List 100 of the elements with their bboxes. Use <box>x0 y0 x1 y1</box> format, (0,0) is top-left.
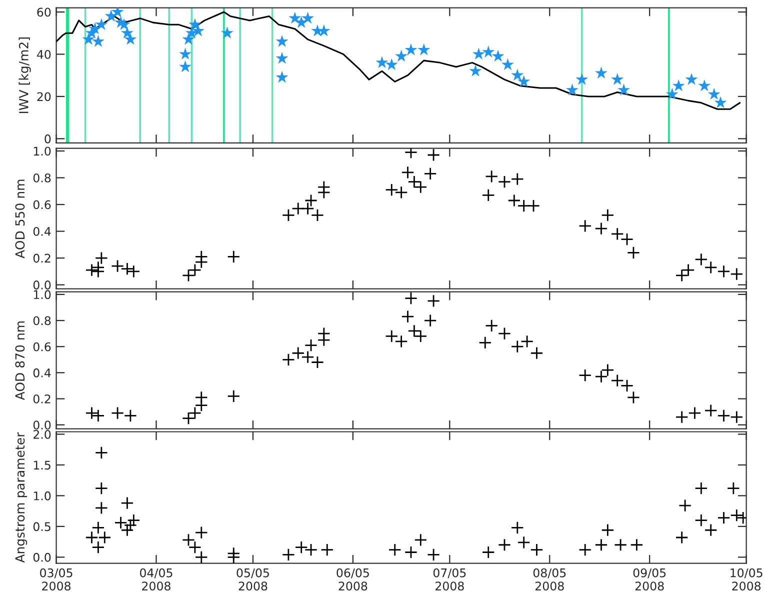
point <box>414 533 428 546</box>
point <box>94 446 108 460</box>
y-tick-label: 0.2 <box>33 254 50 263</box>
point <box>276 52 288 64</box>
point <box>294 540 308 554</box>
x-tick-label: 06/05 2008 <box>336 568 369 591</box>
point <box>385 58 398 70</box>
point <box>485 319 498 332</box>
point <box>124 32 137 45</box>
point <box>510 172 524 186</box>
point <box>276 34 288 47</box>
point <box>726 482 740 495</box>
point <box>395 50 408 62</box>
y-axis-title: IWV [kg/m2] <box>18 38 31 114</box>
point <box>578 543 592 556</box>
y-axis-title: Angstrom parameter <box>15 432 28 563</box>
point <box>626 246 640 260</box>
y-tick-label: 0.2 <box>33 394 50 404</box>
point <box>317 186 330 199</box>
point <box>704 524 718 537</box>
point <box>517 199 530 212</box>
point <box>666 88 678 100</box>
point <box>576 72 588 85</box>
y-axis-title: AOD 550 nm <box>15 180 25 258</box>
y-tick-label: 1.0 <box>34 146 51 156</box>
point <box>688 406 702 420</box>
point <box>518 75 530 88</box>
point <box>685 72 698 85</box>
point <box>310 356 324 369</box>
point <box>424 167 437 180</box>
point <box>704 404 718 418</box>
point <box>482 546 495 559</box>
point <box>501 58 514 70</box>
point <box>594 538 608 552</box>
x-tick-label: 09/05 2008 <box>633 568 666 591</box>
point <box>292 346 305 360</box>
point <box>194 550 208 564</box>
point <box>717 511 730 524</box>
point <box>498 327 511 340</box>
point <box>301 350 314 364</box>
point <box>675 410 688 424</box>
point <box>610 227 624 240</box>
point <box>427 548 440 562</box>
point <box>472 48 485 60</box>
point <box>414 330 428 343</box>
point <box>730 508 744 522</box>
point <box>282 353 295 366</box>
point <box>730 268 744 281</box>
point <box>292 202 305 216</box>
point <box>630 538 644 552</box>
point <box>310 208 324 222</box>
y-tick-label: 0.0 <box>33 552 51 562</box>
x-tick-label: 07/05 2008 <box>433 568 466 591</box>
x-tick-label: 04/05 2008 <box>140 568 172 591</box>
point <box>127 264 140 278</box>
x-tick-label: 03/05 2008 <box>40 568 72 591</box>
point <box>510 340 524 354</box>
point <box>478 336 492 350</box>
point <box>510 521 524 534</box>
point <box>301 202 314 216</box>
point <box>492 50 504 62</box>
y-tick-label: 20 <box>37 92 51 102</box>
point <box>601 524 614 537</box>
point <box>124 409 137 422</box>
point <box>82 32 95 45</box>
point <box>610 374 624 388</box>
point <box>182 32 195 45</box>
point <box>276 70 288 83</box>
point <box>618 84 630 96</box>
point <box>408 175 421 188</box>
point <box>401 310 414 324</box>
point <box>485 170 498 183</box>
point <box>626 390 640 404</box>
point <box>192 24 204 36</box>
point <box>717 264 730 278</box>
point <box>427 148 440 162</box>
point <box>114 516 128 530</box>
point <box>394 186 408 199</box>
point <box>672 79 685 92</box>
point <box>95 18 108 30</box>
point <box>717 409 730 422</box>
point <box>408 324 421 338</box>
point <box>111 406 124 420</box>
point <box>317 334 330 347</box>
point <box>730 410 744 424</box>
point <box>620 232 634 246</box>
y-tick-label: 1.5 <box>34 460 50 470</box>
point <box>320 543 334 556</box>
point <box>508 194 521 208</box>
y-axis-title: AOD 870 nm <box>15 322 25 400</box>
point <box>118 18 130 30</box>
point <box>92 34 104 47</box>
point <box>594 222 608 236</box>
point <box>714 96 727 108</box>
y-tick-label: 0.6 <box>33 342 51 352</box>
point <box>594 66 608 79</box>
point <box>418 43 430 56</box>
point <box>511 68 524 81</box>
point <box>227 546 240 560</box>
point <box>694 252 708 266</box>
